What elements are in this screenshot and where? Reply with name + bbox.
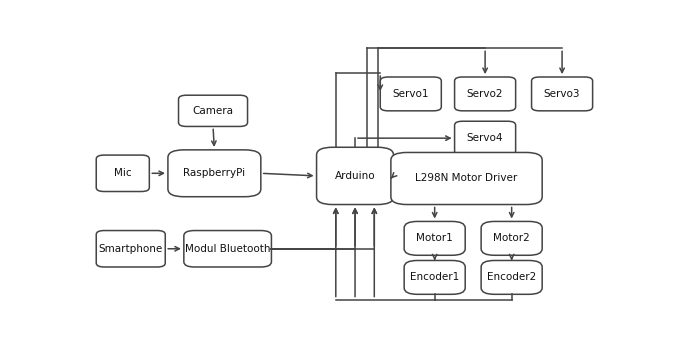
Text: Servo2: Servo2 bbox=[467, 89, 503, 99]
Text: Encoder2: Encoder2 bbox=[487, 272, 536, 282]
Text: Modul Bluetooth: Modul Bluetooth bbox=[185, 244, 271, 254]
FancyBboxPatch shape bbox=[179, 95, 247, 126]
Text: Motor1: Motor1 bbox=[416, 233, 453, 243]
Text: Servo1: Servo1 bbox=[393, 89, 429, 99]
FancyBboxPatch shape bbox=[481, 221, 543, 255]
Text: Servo3: Servo3 bbox=[544, 89, 580, 99]
Text: Encoder1: Encoder1 bbox=[410, 272, 460, 282]
FancyBboxPatch shape bbox=[316, 147, 393, 204]
Text: Servo4: Servo4 bbox=[467, 133, 503, 143]
FancyBboxPatch shape bbox=[481, 261, 543, 294]
FancyBboxPatch shape bbox=[455, 77, 516, 111]
Text: L298N Motor Driver: L298N Motor Driver bbox=[415, 173, 518, 184]
FancyBboxPatch shape bbox=[391, 152, 543, 204]
FancyBboxPatch shape bbox=[380, 77, 441, 111]
Text: Motor2: Motor2 bbox=[493, 233, 530, 243]
FancyBboxPatch shape bbox=[455, 121, 516, 155]
Text: Smartphone: Smartphone bbox=[99, 244, 163, 254]
Text: Arduino: Arduino bbox=[335, 171, 375, 181]
FancyBboxPatch shape bbox=[532, 77, 593, 111]
FancyBboxPatch shape bbox=[184, 231, 271, 267]
FancyBboxPatch shape bbox=[404, 221, 465, 255]
Text: Camera: Camera bbox=[192, 106, 234, 116]
FancyBboxPatch shape bbox=[96, 231, 165, 267]
FancyBboxPatch shape bbox=[168, 150, 261, 197]
Text: Mic: Mic bbox=[114, 168, 132, 178]
Text: RaspberryPi: RaspberryPi bbox=[184, 168, 245, 178]
FancyBboxPatch shape bbox=[404, 261, 465, 294]
FancyBboxPatch shape bbox=[96, 155, 149, 192]
